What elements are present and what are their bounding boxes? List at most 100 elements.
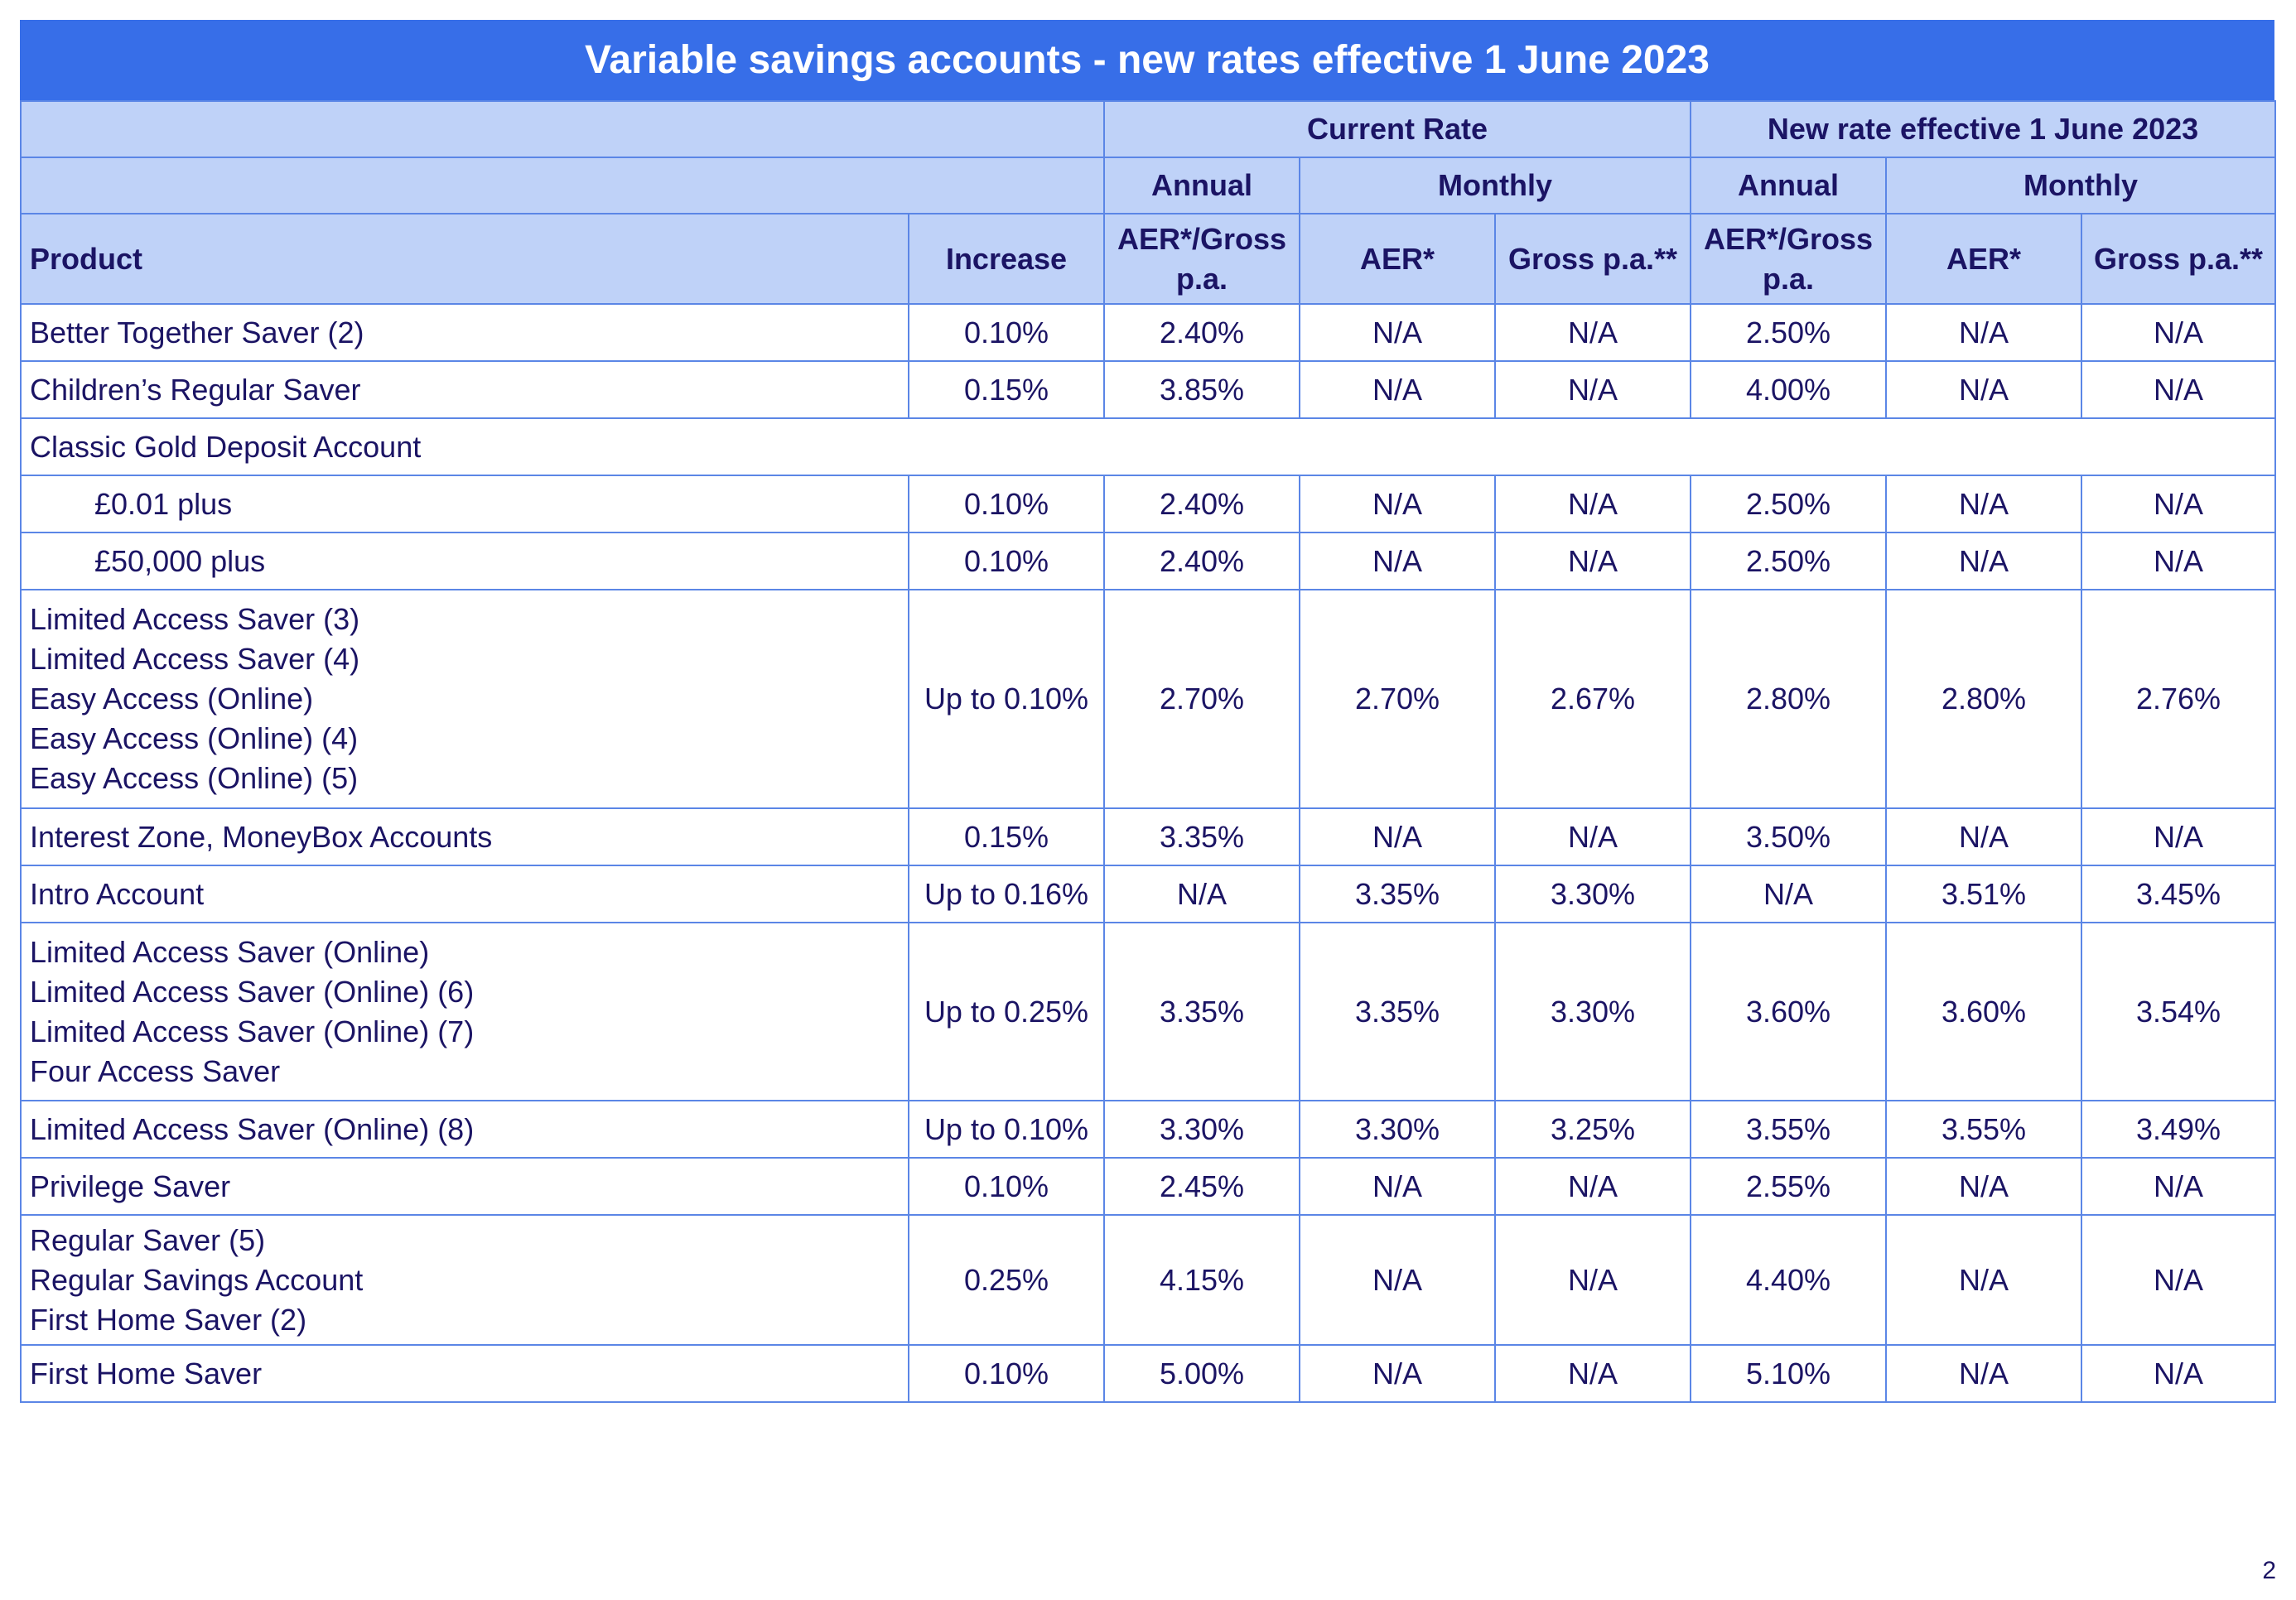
- product-cell: Better Together Saver (2): [20, 303, 909, 362]
- product-name: Limited Access Saver (3): [30, 602, 360, 636]
- current-annual-cell: 5.00%: [1103, 1344, 1300, 1403]
- new-aer-cell: N/A: [1885, 1214, 2082, 1346]
- product-cell: First Home Saver: [20, 1344, 909, 1403]
- current-aer-cell: N/A: [1299, 475, 1496, 533]
- product-cell: £0.01 plus: [20, 475, 909, 533]
- new-gross-header: Gross p.a.**: [2080, 213, 2277, 305]
- increase-cell: 0.10%: [908, 303, 1105, 362]
- product-name: Interest Zone, MoneyBox Accounts: [30, 819, 493, 854]
- current-gross-cell: N/A: [1494, 1344, 1691, 1403]
- product-name: Four Access Saver: [30, 1053, 281, 1088]
- page-title: Variable savings accounts - new rates ef…: [20, 20, 2274, 100]
- current-aer-cell: N/A: [1299, 807, 1496, 866]
- table-row: Regular Saver (5) Regular Savings Account…: [20, 1214, 2277, 1346]
- current-aer-cell: N/A: [1299, 1157, 1496, 1216]
- product-name: Regular Savings Account: [30, 1262, 364, 1297]
- current-aer-cell: N/A: [1299, 1214, 1496, 1346]
- current-annual-cell: 2.45%: [1103, 1157, 1300, 1216]
- current-annual-cell: 2.40%: [1103, 303, 1300, 362]
- product-cell: Limited Access Saver (Online) (8): [20, 1100, 909, 1159]
- table-body: Better Together Saver (2) 0.10% 2.40% N/A N/…: [19, 303, 2277, 1403]
- new-aer-cell: N/A: [1885, 532, 2082, 590]
- product-cell: Regular Saver (5) Regular Savings Account…: [20, 1214, 909, 1346]
- new-gross-cell: 3.45%: [2080, 865, 2277, 923]
- new-aer-cell: N/A: [1885, 360, 2082, 419]
- new-aer-cell: 2.80%: [1885, 589, 2082, 809]
- table-row: Children’s Regular Saver 0.15% 3.85% N/A N/A…: [20, 360, 2277, 419]
- new-gross-cell: N/A: [2080, 303, 2277, 362]
- current-gross-cell: 3.30%: [1494, 922, 1691, 1101]
- current-annual-cell: 3.35%: [1103, 807, 1300, 866]
- current-aer-header: AER*: [1299, 213, 1496, 305]
- new-aer-cell: 3.51%: [1885, 865, 2082, 923]
- table-row: Interest Zone, MoneyBox Accounts 0.15% 3.3…: [20, 807, 2277, 866]
- table-row: First Home Saver 0.10% 5.00% N/A N/A 5.10% N/A…: [20, 1344, 2277, 1403]
- increase-cell: 0.15%: [908, 360, 1105, 419]
- new-aer-header: AER*: [1885, 213, 2082, 305]
- table-row: Limited Access Saver (3) Limited Access S…: [20, 589, 2277, 809]
- increase-cell: 0.10%: [908, 475, 1105, 533]
- current-annual-cell: 4.15%: [1103, 1214, 1300, 1346]
- product-name: Regular Saver (5): [30, 1222, 266, 1257]
- current-annual-cell: 3.35%: [1103, 922, 1300, 1101]
- new-rate-header: New rate effective 1 June 2023: [1689, 100, 2277, 158]
- current-gross-cell: 3.25%: [1494, 1100, 1691, 1159]
- rates-table: Current Rate New rate effective 1 June 2…: [19, 100, 2277, 1403]
- product-cell: Limited Access Saver (3) Limited Access S…: [20, 589, 909, 809]
- current-aer-cell: 2.70%: [1299, 589, 1496, 809]
- current-gross-cell: N/A: [1494, 475, 1691, 533]
- increase-cell: 0.10%: [908, 1157, 1105, 1216]
- new-aer-cell: 3.55%: [1885, 1100, 2082, 1159]
- product-cell: Classic Gold Deposit Account: [19, 417, 2277, 476]
- header-blank-cell: [20, 157, 1105, 214]
- new-annual-cell: N/A: [1690, 865, 1887, 923]
- table-row: Privilege Saver 0.10% 2.45% N/A N/A 2.55% N/A N…: [20, 1157, 2277, 1216]
- current-aer-cell: 3.35%: [1299, 922, 1496, 1101]
- product-name: Better Together Saver (2): [30, 315, 364, 349]
- table-row: Better Together Saver (2) 0.10% 2.40% N/A N/…: [20, 303, 2277, 362]
- increase-cell: 0.15%: [908, 807, 1105, 866]
- product-name: Limited Access Saver (Online): [30, 934, 430, 969]
- new-gross-cell: 3.49%: [2080, 1100, 2277, 1159]
- increase-cell: Up to 0.10%: [908, 589, 1105, 809]
- current-aer-cell: 3.35%: [1299, 865, 1496, 923]
- new-annual-cell: 2.55%: [1690, 1157, 1887, 1216]
- increase-cell: 0.10%: [908, 532, 1105, 590]
- new-gross-cell: N/A: [2080, 360, 2277, 419]
- current-gross-cell: N/A: [1494, 807, 1691, 866]
- product-cell: Children’s Regular Saver: [20, 360, 909, 419]
- product-cell: £50,000 plus: [20, 532, 909, 590]
- product-name: £50,000 plus: [94, 543, 266, 578]
- product-name: Classic Gold Deposit Account: [30, 429, 422, 464]
- product-name: £0.01 plus: [94, 486, 233, 521]
- current-aer-cell: N/A: [1299, 303, 1496, 362]
- new-aer-gross-header: AER*/Gross p.a.: [1690, 213, 1887, 305]
- new-annual-cell: 5.10%: [1690, 1344, 1887, 1403]
- new-annual-header: Annual: [1690, 157, 1887, 214]
- current-gross-header: Gross p.a.**: [1494, 213, 1691, 305]
- current-annual-cell: 3.30%: [1103, 1100, 1300, 1159]
- current-gross-cell: N/A: [1494, 303, 1691, 362]
- table-row: Classic Gold Deposit Account: [19, 417, 2277, 476]
- current-aer-cell: N/A: [1299, 1344, 1496, 1403]
- new-aer-cell: 3.60%: [1885, 922, 2082, 1101]
- increase-cell: 0.25%: [908, 1214, 1105, 1346]
- current-gross-cell: N/A: [1494, 360, 1691, 419]
- new-annual-cell: 2.50%: [1690, 303, 1887, 362]
- table-row: Intro Account Up to 0.16% N/A 3.35% 3.30% N/A…: [20, 865, 2277, 923]
- current-annual-cell: 2.40%: [1103, 532, 1300, 590]
- product-column-header: Product: [20, 213, 909, 305]
- increase-cell: 0.10%: [908, 1344, 1105, 1403]
- product-name: Limited Access Saver (Online) (7): [30, 1014, 475, 1048]
- product-cell: Interest Zone, MoneyBox Accounts: [20, 807, 909, 866]
- current-annual-cell: N/A: [1103, 865, 1300, 923]
- product-name: Children’s Regular Saver: [30, 372, 361, 407]
- current-annual-cell: 2.40%: [1103, 475, 1300, 533]
- page-number: 2: [2262, 1557, 2276, 1584]
- current-aer-gross-header: AER*/Gross p.a.: [1103, 213, 1300, 305]
- new-annual-cell: 2.80%: [1690, 589, 1887, 809]
- increase-cell: Up to 0.25%: [908, 922, 1105, 1101]
- current-annual-cell: 3.85%: [1103, 360, 1300, 419]
- new-monthly-header: Monthly: [1884, 157, 2277, 214]
- new-gross-cell: N/A: [2080, 807, 2277, 866]
